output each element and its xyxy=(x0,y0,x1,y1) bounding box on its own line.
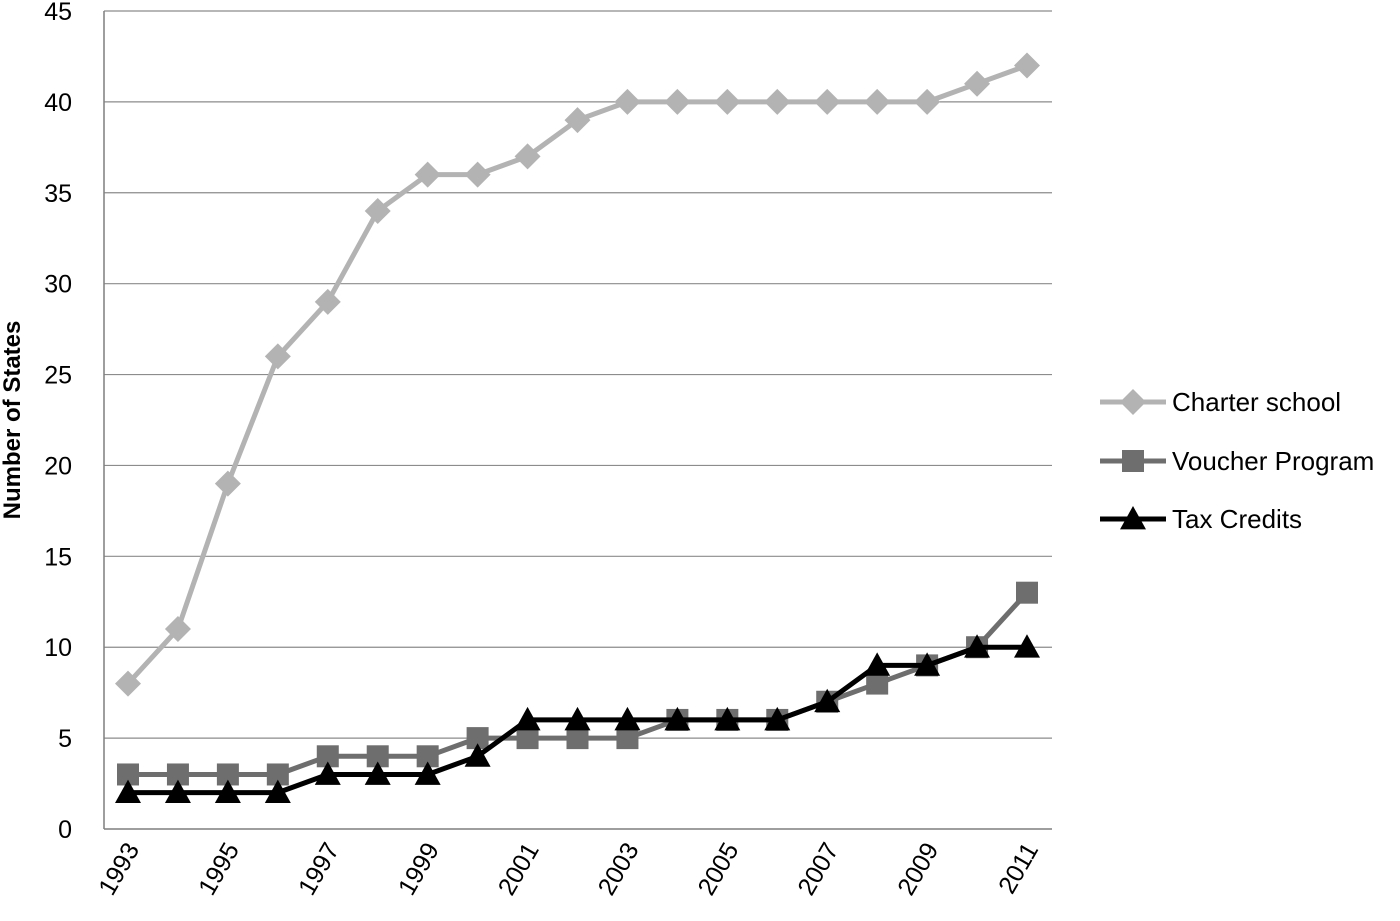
legend-swatch-marker xyxy=(1122,450,1144,472)
voucher-program-point xyxy=(416,745,439,768)
y-tick-label: 10 xyxy=(44,634,72,662)
legend-item-tax-credits[interactable]: Tax Credits xyxy=(1100,504,1302,534)
series-charter-school xyxy=(115,52,1040,697)
charter-school-point xyxy=(814,88,841,115)
tax-credits-point xyxy=(564,706,591,731)
y-tick-label: 45 xyxy=(44,0,72,26)
gridlines xyxy=(104,10,1052,739)
legend-item-voucher-program[interactable]: Voucher Program xyxy=(1100,446,1374,476)
axes xyxy=(103,11,1052,830)
tax-credits-point xyxy=(464,743,491,767)
voucher-program-point xyxy=(1016,581,1038,604)
y-tick-labels: 0 5 10 15 20 25 30 35 40 45 xyxy=(44,0,72,844)
y-tick-label: 40 xyxy=(44,89,72,117)
legend[interactable]: Charter school Voucher Program Tax Credits xyxy=(1100,387,1374,534)
x-tick-label: 1995 xyxy=(193,838,245,900)
charter-school-point xyxy=(614,88,641,115)
charter-school-point xyxy=(864,88,891,115)
charter-school-point xyxy=(964,70,991,97)
voucher-program-point xyxy=(166,763,189,786)
legend-swatch-marker xyxy=(1120,506,1146,530)
tax-credits-point xyxy=(714,706,741,731)
tax-credits-point xyxy=(664,706,691,731)
tax-credits-point xyxy=(614,706,641,731)
series-voucher-program xyxy=(117,581,1038,786)
tax-credits-point xyxy=(914,652,941,676)
y-tick-label: 5 xyxy=(58,725,72,753)
x-tick-label: 2001 xyxy=(493,838,545,900)
legend-label: Charter school xyxy=(1172,387,1341,417)
x-tick-label: 2003 xyxy=(593,838,645,900)
y-axis-title: Number of States xyxy=(0,321,26,520)
charter-school-point xyxy=(564,107,591,134)
x-tick-label: 2005 xyxy=(692,838,744,900)
charter-school-point xyxy=(164,616,191,643)
tax-credits-point xyxy=(214,779,241,804)
charter-school-point xyxy=(314,288,341,315)
x-tick-label: 1993 xyxy=(93,838,145,900)
x-tick-label: 1999 xyxy=(393,838,445,900)
charter-school-point xyxy=(664,88,691,115)
charter-school-point xyxy=(214,470,241,497)
x-tick-label: 2011 xyxy=(993,838,1044,899)
y-tick-label: 0 xyxy=(58,816,72,844)
charter-school-point xyxy=(714,88,741,115)
legend-item-charter-school[interactable]: Charter school xyxy=(1100,387,1341,417)
tax-credits-point xyxy=(264,779,291,804)
charter-school-point xyxy=(264,343,291,370)
x-tick-label: 2009 xyxy=(892,838,944,900)
tax-credits-point xyxy=(964,634,991,658)
tax-credits-point xyxy=(764,706,791,731)
tax-credits-point xyxy=(514,706,541,731)
y-tick-label: 20 xyxy=(44,452,72,480)
charter-school-point xyxy=(764,88,791,115)
tax-credits-point xyxy=(314,761,341,785)
voucher-program-point xyxy=(866,672,889,695)
series-tax-credits xyxy=(115,634,1040,804)
y-tick-label: 30 xyxy=(44,271,72,299)
legend-label: Voucher Program xyxy=(1172,446,1374,476)
voucher-program-point xyxy=(466,727,489,750)
voucher-program-point xyxy=(616,727,639,750)
charter-school-point xyxy=(514,143,541,170)
charter-school-point xyxy=(914,88,941,115)
x-tick-labels: 1993 1995 1997 1999 2001 2003 2005 2007 2009 2011 xyxy=(93,838,1044,900)
voucher-program-point xyxy=(216,763,239,786)
charter-school-point xyxy=(1014,52,1040,79)
legend-swatch-marker xyxy=(1120,389,1146,415)
y-tick-label: 35 xyxy=(44,180,72,208)
tax-credits-point xyxy=(814,688,841,713)
charter-school-point xyxy=(364,197,391,224)
tax-credits-point xyxy=(414,761,441,785)
tax-credits-point xyxy=(164,779,191,804)
voucher-program-point xyxy=(266,763,289,786)
charter-school-point xyxy=(414,161,441,188)
tax-credits-point xyxy=(364,761,391,785)
y-tick-label: 15 xyxy=(44,543,72,571)
voucher-program-point xyxy=(516,727,539,750)
series-layer xyxy=(115,52,1040,804)
legend-label: Tax Credits xyxy=(1172,504,1302,534)
voucher-program-point xyxy=(316,745,339,768)
x-tick-label: 2007 xyxy=(792,838,844,900)
charter-school-point xyxy=(115,670,141,697)
voucher-program-point xyxy=(566,727,589,750)
tax-credits-point xyxy=(1014,634,1040,658)
tax-credits-point xyxy=(115,779,141,804)
voucher-program-point xyxy=(366,745,389,768)
x-tick-label: 1997 xyxy=(293,838,345,900)
voucher-program-point xyxy=(117,763,139,786)
charter-school-point xyxy=(464,161,491,188)
y-tick-label: 25 xyxy=(44,362,72,390)
tax-credits-point xyxy=(864,652,891,676)
